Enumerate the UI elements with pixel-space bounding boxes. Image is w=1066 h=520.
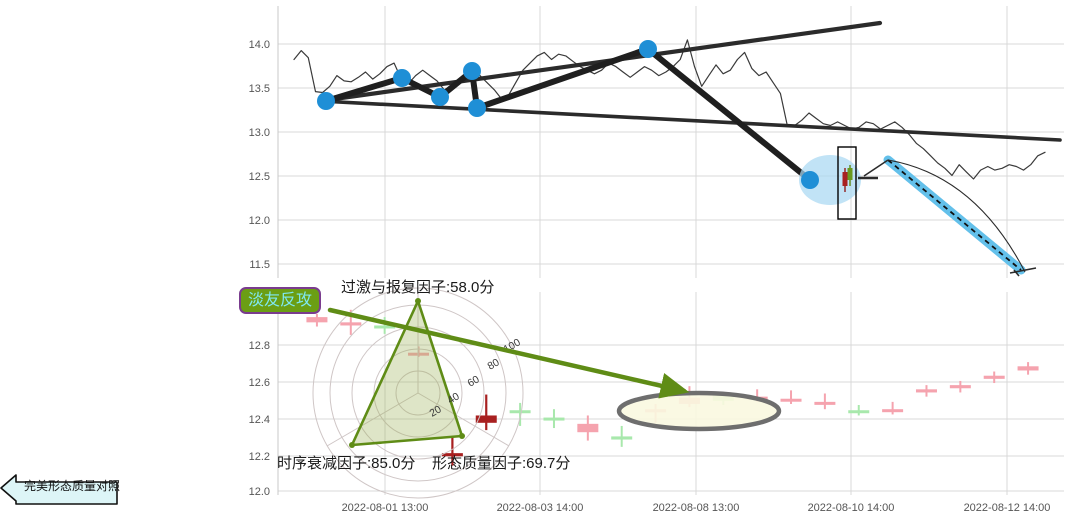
radar-tick: 60 [466,373,482,389]
pivot-marker[interactable] [639,40,657,58]
projection-end-bar [1009,267,1037,274]
radar-axis-label-right: 形态质量因子:69.7分 [432,455,570,472]
candle-body[interactable] [543,417,565,421]
radar-tick: 40 [446,390,462,406]
radar-spokes [326,288,510,447]
radar-vertex-markers [349,298,465,448]
forecast-projection [858,155,1037,277]
y-tick: 13.5 [249,83,270,95]
radar-tick: 20 [428,403,444,419]
radar-axis-label-left: 时序衰减因子:85.0分 [277,455,415,472]
projection-start-tick [863,159,889,177]
radar-value-polygon [350,299,464,447]
x-tick: 2022-08-08 13:00 [653,502,740,514]
pattern-emphasis-ellipse[interactable] [616,390,782,432]
y-tick: 14.0 [249,39,270,51]
y-tick: 13.0 [249,127,270,139]
candle-body[interactable] [441,453,463,457]
candle-body[interactable] [340,322,362,326]
projection-arc [887,159,1026,273]
radar-axis-label-top: 过激与报复因子:58.0分 [341,278,494,296]
y-tick: 12.0 [249,486,270,498]
candle-body[interactable] [983,375,1005,379]
candle-body[interactable] [814,401,836,405]
projection-dashed-line [887,159,1022,271]
candle-body[interactable] [915,389,937,393]
mini-candles [842,165,853,192]
bottom-chart-y-tick-labels: 12.8 12.6 12.4 12.2 12.0 [249,340,270,498]
candlestick-chart: 12.8 12.6 12.4 12.2 12.0 [249,278,1064,514]
x-tick: 2022-08-10 14:00 [808,502,895,514]
candle-body[interactable] [475,415,497,423]
quality-comparison-callout[interactable]: 完美形态质量对照 [0,470,121,506]
candle-body[interactable] [509,410,531,414]
pattern-channel-lines [317,20,1062,142]
radar-tick: 80 [486,356,502,372]
pivot-marker[interactable] [801,171,819,189]
lower-support-line [318,99,1062,142]
top-chart-y-tick-labels: 14.0 13.5 13.0 12.5 12.0 11.5 [249,39,270,271]
pattern-name-badge[interactable]: 淡友反攻 [239,287,322,314]
candle-body[interactable] [1017,366,1039,371]
candle-body[interactable] [408,352,430,356]
pivot-marker[interactable] [463,62,481,80]
pivot-marker[interactable] [431,88,449,106]
candle-body[interactable] [949,385,971,389]
price-pattern-chart: 14.0 13.5 13.0 12.5 12.0 11.5 [249,6,1064,278]
y-tick: 12.2 [249,451,270,463]
pivot-marker[interactable] [393,69,411,87]
x-tick: 2022-08-03 14:00 [497,502,584,514]
candle-body[interactable] [611,436,633,440]
callout-arrow-shape [0,474,118,505]
top-chart-plot-area [278,6,1064,278]
x-tick: 2022-08-12 14:00 [964,502,1051,514]
quality-comparison-arrow [327,307,690,399]
candle-body[interactable] [780,398,802,402]
candle-body[interactable] [306,317,328,323]
top-chart-vertical-gridlines [384,6,1008,278]
y-tick: 12.0 [249,215,270,227]
pivot-marker[interactable] [468,99,486,117]
quality-radar-chart: 20 40 60 80 100 过激与报复因子:58.0分 时序衰减因子:85.… [277,278,570,499]
bottom-chart-x-tick-labels: 2022-08-01 13:00 2022-08-03 14:00 2022-0… [342,502,1051,514]
upper-resistance-line [317,20,883,104]
y-tick: 12.8 [249,340,270,352]
y-tick: 12.5 [249,171,270,183]
y-tick: 12.4 [249,414,270,426]
signal-highlight-circle [799,155,861,205]
y-tick: 11.5 [249,259,270,271]
x-tick: 2022-08-01 13:00 [342,502,429,514]
callout-label: 完美形态质量对照 [24,479,121,493]
candle-body[interactable] [882,409,904,413]
pivot-marker[interactable] [317,92,335,110]
candle-body[interactable] [374,325,396,329]
candle-body[interactable] [848,410,870,414]
signal-selection-box[interactable] [837,146,857,220]
pivot-markers [317,40,819,189]
projection-end-tick [1013,269,1020,277]
y-tick: 12.6 [249,377,270,389]
candle-body[interactable] [577,423,599,433]
